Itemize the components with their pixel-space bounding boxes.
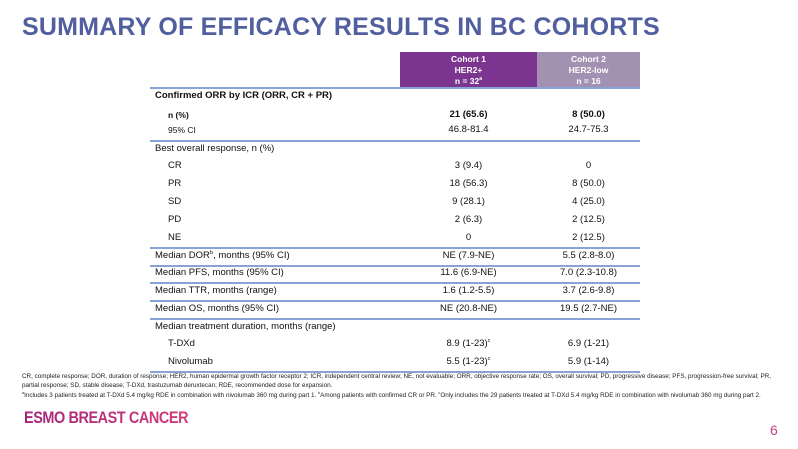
row-label: NE <box>168 232 182 243</box>
cohort2-value: 19.5 (2.7-NE) <box>559 303 618 314</box>
row-label: PR <box>168 178 182 189</box>
row-label: PD <box>168 214 182 225</box>
cohort2-name: Cohort 2 <box>571 54 606 64</box>
table-row: SD 9 (28.1) 4 (25.0) <box>150 193 640 211</box>
table-row: Best overall response, n (%) <box>150 140 640 158</box>
table-row: PR 18 (56.3) 8 (50.0) <box>150 175 640 193</box>
table-row: 95% CI 46.8-81.4 24.7-75.3 <box>150 121 640 139</box>
cohort1-value: 11.6 (6.9-NE) <box>440 267 497 278</box>
cohort2-value: 4 (25.0) <box>572 196 605 207</box>
row-label: Median OS, months (95% CI) <box>155 303 280 314</box>
row-label: Nivolumab <box>168 356 213 367</box>
row-label: SD <box>168 196 182 207</box>
cohort1-value: 18 (56.3) <box>449 178 488 189</box>
cohort2-value: 3.7 (2.6-9.8) <box>562 285 615 296</box>
table-row: Median PFS, months (95% CI) 11.6 (6.9-NE)… <box>150 264 640 282</box>
cohort2-value: 24.7-75.3 <box>568 124 609 135</box>
divider <box>150 247 640 249</box>
divider <box>150 140 640 142</box>
cohort2-header: Cohort 2 HER2-low n = 16 <box>537 52 640 88</box>
row-label: T-DXd <box>168 338 195 349</box>
cohort1-value: 3 (9.4) <box>454 160 483 171</box>
cohort2-value: 7.0 (2.3-10.8) <box>559 267 618 278</box>
row-label: 95% CI <box>168 125 196 135</box>
divider <box>150 265 640 267</box>
cohort1-subtype: HER2+ <box>454 65 483 75</box>
cohort2-value: 5.5 (2.8-8.0) <box>562 250 615 261</box>
row-label: n (%) <box>168 110 189 120</box>
divider <box>150 371 640 373</box>
cohort2-value: 5.9 (1-14) <box>567 356 610 367</box>
cohort1-value: 21 (65.6) <box>449 109 488 120</box>
cohort1-value: NE (20.8-NE) <box>439 303 497 314</box>
row-label: Median PFS, months (95% CI) <box>155 267 284 278</box>
abbreviations: CR, complete response; DOR, duration of … <box>22 373 771 390</box>
table-row: Median DORb, months (95% CI) NE (7.9-NE) 5… <box>150 247 640 265</box>
cohort1-value: 8.9 (1-23)c <box>446 337 491 349</box>
cohort1-value: 2 (6.3) <box>454 214 483 225</box>
row-label: Confirmed ORR by ICR (ORR, CR + PR) <box>155 90 333 101</box>
divider <box>150 318 640 320</box>
divider <box>150 282 640 284</box>
row-label: Median TTR, months (range) <box>155 285 277 296</box>
divider <box>150 87 640 89</box>
table-row: n (%) 21 (65.6) 8 (50.0) <box>150 106 640 124</box>
slide-title: SUMMARY OF EFFICACY RESULTS IN BC COHORT… <box>22 13 660 41</box>
cohort2-value: 2 (12.5) <box>572 214 605 225</box>
table-row: Median OS, months (95% CI) NE (20.8-NE) 19… <box>150 300 640 318</box>
cohort1-value: 46.8-81.4 <box>448 124 489 135</box>
table-row: Median treatment duration, months (range… <box>150 318 640 336</box>
row-label: CR <box>168 160 182 171</box>
row-label: Median DORb, months (95% CI) <box>155 249 290 261</box>
esmo-logo: ESMO BREAST CANCER <box>24 408 189 427</box>
cohort1-n: n = 32a <box>454 76 483 86</box>
table-row: CR 3 (9.4) 0 <box>150 157 640 175</box>
cohort2-value: 8 (50.0) <box>572 178 605 189</box>
cohort2-value: 6.9 (1-21) <box>567 338 610 349</box>
table-row: NE 0 2 (12.5) <box>150 229 640 247</box>
cohort2-value: 2 (12.5) <box>572 232 605 243</box>
cohort1-value: 9 (28.1) <box>452 196 485 207</box>
footnote-refs: aIncludes 3 patients treated at T-DXd 5.… <box>22 390 761 399</box>
row-label: Median treatment duration, months (range… <box>155 321 336 332</box>
table-row: Median TTR, months (range) 1.6 (1.2-5.5) 3… <box>150 282 640 300</box>
cohort2-n: n = 16 <box>576 76 601 86</box>
cohort1-header: Cohort 1 HER2+ n = 32a <box>400 52 537 88</box>
row-label: Best overall response, n (%) <box>155 143 275 154</box>
table-row: PD 2 (6.3) 2 (12.5) <box>150 211 640 229</box>
table-row: Nivolumab 5.5 (1-23)c 5.9 (1-14) <box>150 353 640 371</box>
footnotes: CR, complete response; DOR, duration of … <box>22 372 782 400</box>
cohort1-value: 1.6 (1.2-5.5) <box>442 285 495 296</box>
table-row: Confirmed ORR by ICR (ORR, CR + PR) <box>150 87 640 105</box>
cohort1-value: 5.5 (1-23)c <box>446 355 491 367</box>
cohort1-name: Cohort 1 <box>451 54 486 64</box>
divider <box>150 300 640 302</box>
cohort1-value: 0 <box>465 232 472 243</box>
cohort2-subtype: HER2-low <box>568 65 609 75</box>
cohort2-value: 0 <box>585 160 592 171</box>
page-number: 6 <box>770 422 778 438</box>
table-row: T-DXd 8.9 (1-23)c 6.9 (1-21) <box>150 335 640 353</box>
cohort1-value: NE (7.9-NE) <box>442 250 495 261</box>
cohort2-value: 8 (50.0) <box>572 109 605 120</box>
